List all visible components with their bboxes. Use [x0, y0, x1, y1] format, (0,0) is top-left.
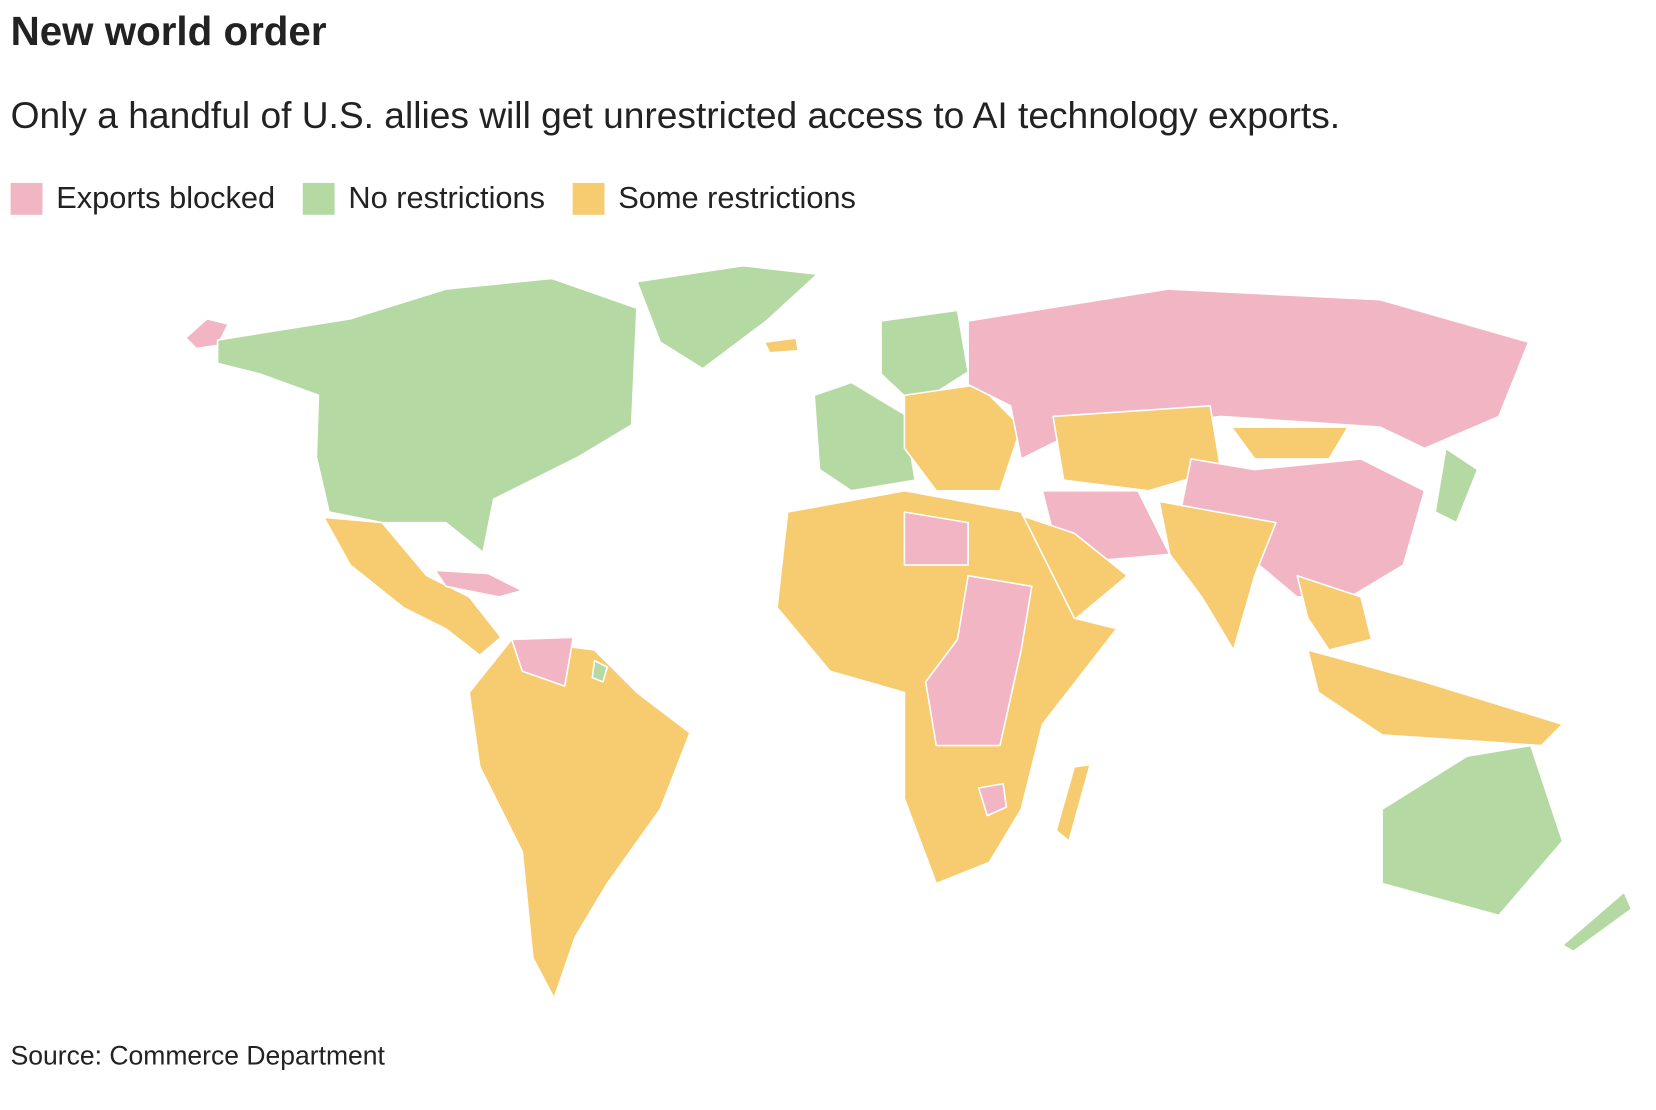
country-region — [322, 516, 502, 657]
country-region — [1296, 574, 1373, 651]
country-region — [1055, 763, 1091, 842]
subtitle: Only a handful of U.S. allies will get u… — [11, 94, 1340, 136]
country-region — [977, 782, 1008, 817]
country-region — [434, 569, 524, 598]
country-region — [1052, 405, 1222, 492]
world-map — [184, 264, 1633, 999]
country-region — [1307, 649, 1564, 747]
country-region — [510, 636, 575, 687]
country-region — [1230, 426, 1349, 460]
country-region — [763, 337, 800, 354]
country-region — [216, 277, 638, 554]
country-region — [924, 574, 1033, 747]
country-region — [880, 309, 969, 407]
legend-label: No restrictions — [348, 180, 545, 215]
legend-swatch — [10, 182, 43, 215]
title: New world order — [11, 8, 327, 54]
legend-swatch — [572, 182, 605, 215]
country-region — [1158, 500, 1277, 651]
source: Source: Commerce Department — [11, 1041, 386, 1071]
country-region — [1561, 891, 1633, 953]
country-region — [903, 511, 969, 566]
legend: Exports blocked No restrictions Some restr… — [10, 180, 856, 215]
country-region — [468, 638, 691, 999]
legend-swatch — [302, 182, 335, 215]
country-region — [1381, 744, 1564, 917]
legend-label: Some restrictions — [618, 180, 856, 215]
legend-label: Exports blocked — [56, 180, 275, 215]
country-region — [591, 659, 608, 683]
country-region — [813, 381, 916, 492]
country-region — [1434, 447, 1479, 524]
country-region — [636, 264, 819, 370]
